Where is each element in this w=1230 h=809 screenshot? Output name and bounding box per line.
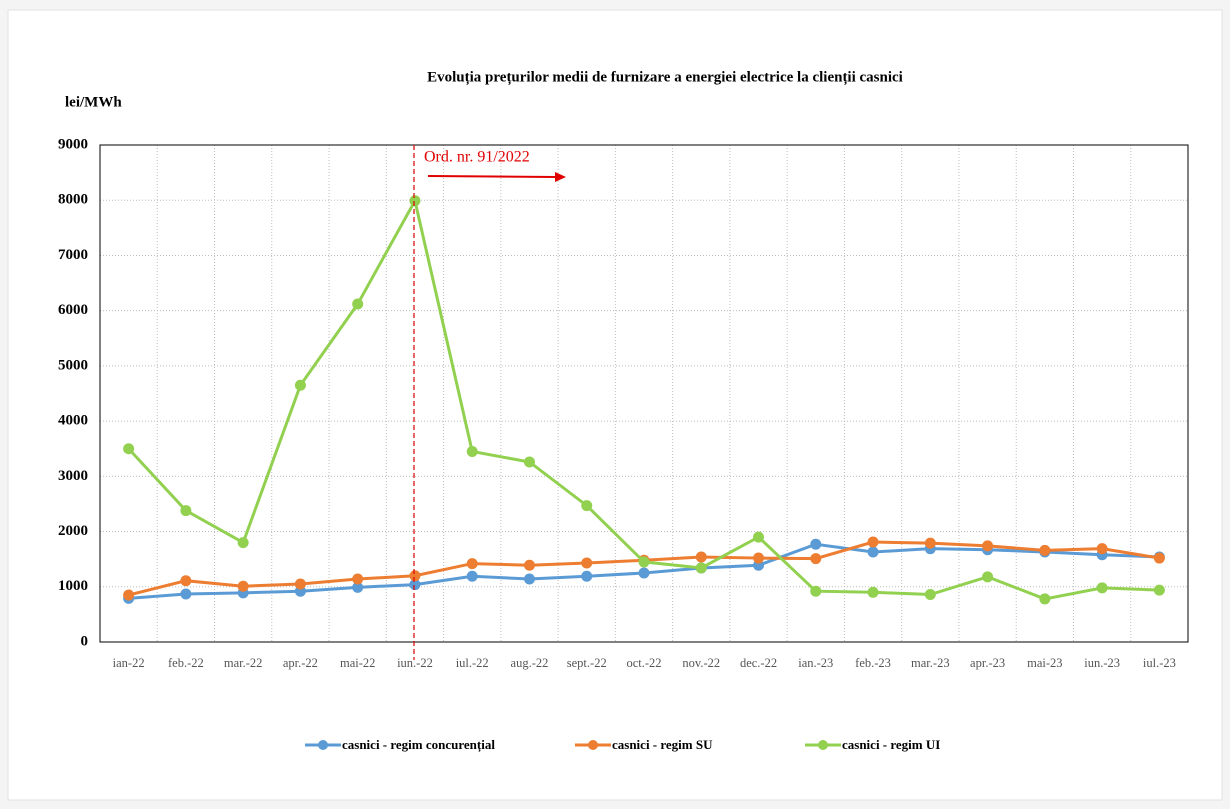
data-point [466,558,478,570]
data-point [581,570,593,582]
y-tick-label: 3000 [58,468,88,484]
data-point [180,588,192,600]
x-tick-label: mar.-23 [911,656,950,670]
data-point [294,379,306,391]
data-point [294,578,306,590]
data-point [867,536,879,548]
x-tick-label: apr.-22 [283,656,318,670]
x-tick-label: mai-22 [340,656,375,670]
data-point [695,562,707,574]
legend-label: casnici - regim UI [842,737,940,752]
y-tick-label: 4000 [58,413,88,429]
data-point [1096,582,1108,594]
x-tick-label: dec.-22 [740,656,777,670]
data-point [638,556,650,568]
x-tick-label: apr.-23 [970,656,1005,670]
series [123,195,1165,605]
data-point [123,443,135,455]
data-point [409,579,421,591]
x-tick-label: sept.-22 [567,656,607,670]
data-point [924,589,936,601]
legend-marker [318,740,328,750]
x-tick-label: mar.-22 [224,656,263,670]
data-point [466,445,478,457]
data-point [581,500,593,512]
legend-label: casnici - regim concurențial [342,737,495,753]
data-point [753,552,765,564]
y-tick-label: 6000 [58,302,88,318]
data-point [123,589,135,601]
plot-border [99,144,1189,643]
chart-title: Evoluția prețurilor medii de furnizare a… [427,69,903,85]
y-tick-label: 8000 [58,192,88,208]
y-tick-label: 5000 [58,357,88,373]
x-tick-label: feb.-23 [855,656,891,670]
x-tick-label: ian.-23 [798,656,833,670]
data-point [982,540,994,552]
data-point [695,551,707,563]
x-tick-label: iul.-23 [1143,656,1176,670]
data-point [638,567,650,579]
y-tick-label: 7000 [58,247,88,263]
data-point [1153,584,1165,596]
y-tick-label: 9000 [58,136,88,152]
data-point [523,559,535,571]
x-tick-label: aug.-22 [511,656,549,670]
data-point [180,575,192,587]
series-group [123,195,1165,605]
x-tick-label: oct.-22 [626,656,661,670]
x-tick-label: iun.-23 [1084,656,1120,670]
data-point [1039,544,1051,556]
data-point [753,531,765,543]
data-point [352,573,364,585]
annotation-text: Ord. nr. 91/2022 [424,149,530,166]
data-point [237,580,249,592]
data-point [1096,543,1108,555]
data-point [924,537,936,549]
legend-marker [818,740,828,750]
x-tick-label: feb.-22 [168,656,204,670]
data-point [352,581,364,593]
x-tick-label: ian-22 [113,656,145,670]
data-point [810,538,822,550]
y-axis-label: lei/MWh [65,94,122,110]
data-point [466,570,478,582]
y-tick-label: 2000 [58,523,88,539]
chart-frame [7,9,1223,801]
data-point [409,570,421,582]
y-tick-label: 1000 [58,578,88,594]
annotation-arrow [427,175,557,178]
data-point [810,553,822,565]
legend: casnici - regim concurențial casnici - re… [305,737,940,753]
data-point [867,546,879,558]
legend-marker [588,740,598,750]
data-point [180,505,192,517]
annotation-arrowhead [555,172,566,182]
data-point [352,298,364,310]
data-point [523,573,535,585]
data-point [581,557,593,569]
x-tick-label: iul.-22 [456,656,489,670]
data-point [237,537,249,549]
data-point [1153,552,1165,564]
data-point [409,195,421,207]
y-tick-label: 0 [81,633,89,649]
data-point [810,585,822,597]
data-point [523,456,535,468]
x-tick-label: nov.-22 [682,656,720,670]
data-point [867,586,879,598]
x-tick-label: mai-23 [1027,656,1062,670]
data-point [1039,593,1051,605]
data-point [982,571,994,583]
legend-label: casnici - regim SU [612,737,713,752]
x-tick-label: iun.-22 [397,656,433,670]
